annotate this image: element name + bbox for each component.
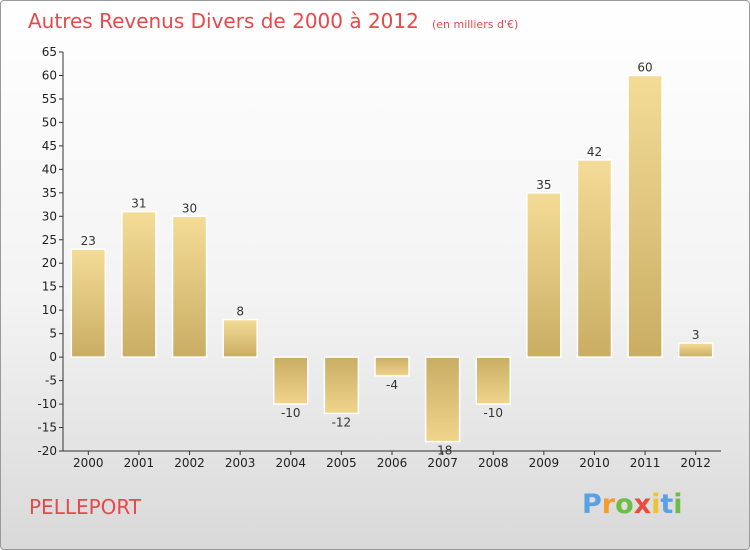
x-tick-label: 2012 [680, 456, 711, 470]
y-tick-label: 5 [49, 327, 57, 341]
y-tick-label: 40 [42, 162, 57, 176]
y-tick-label: 30 [42, 209, 57, 223]
chart-title: Autres Revenus Divers de 2000 à 2012 (en… [28, 9, 518, 33]
y-tick-label: 60 [42, 68, 57, 82]
x-tick-label: 2007 [427, 456, 458, 470]
y-tick-label: 35 [42, 186, 57, 200]
chart-title-text: Autres Revenus Divers de 2000 à 2012 [28, 9, 419, 33]
y-tick-label: -20 [37, 444, 57, 458]
x-tick-label: 2008 [478, 456, 509, 470]
bar [70, 248, 107, 358]
bar-value-label: 30 [182, 201, 197, 215]
bar-value-label: -18 [433, 444, 453, 458]
y-tick-label: 20 [42, 256, 57, 270]
bar-value-label: -10 [483, 406, 503, 420]
logo-letter: i [673, 489, 683, 520]
bar [121, 210, 157, 358]
x-tick-label: 2003 [225, 456, 256, 470]
logo-letter: x [633, 489, 652, 520]
x-tick-label: 2010 [579, 456, 610, 470]
logo-letter: t [660, 489, 674, 520]
x-tick-label: 2009 [529, 456, 560, 470]
logo-letter: i [651, 489, 661, 520]
logo-letter: o [615, 489, 634, 520]
y-tick-label: -10 [37, 397, 57, 411]
bar [526, 192, 562, 358]
logo-letter: r [601, 489, 616, 520]
y-tick-label: 15 [42, 280, 57, 294]
bar [424, 356, 461, 443]
bar [374, 356, 410, 377]
bar-value-label: 35 [536, 178, 551, 192]
bar-value-label: 42 [587, 145, 602, 159]
bar-value-label: 31 [131, 197, 146, 211]
bar-value-label: 3 [692, 328, 700, 342]
bar [323, 356, 360, 415]
bar-value-label: -4 [386, 378, 398, 392]
bar-value-label: 60 [637, 60, 652, 74]
y-tick-label: 50 [42, 115, 57, 129]
y-tick-label: 65 [42, 45, 57, 59]
x-tick-label: 2011 [630, 456, 661, 470]
bar [171, 215, 208, 358]
bar-value-label: -12 [332, 415, 352, 429]
y-tick-label: 25 [42, 233, 57, 247]
x-tick-label: 2002 [174, 456, 205, 470]
x-tick-label: 2004 [275, 456, 306, 470]
bar-value-label: 23 [81, 234, 96, 248]
y-tick-label: 0 [49, 350, 57, 364]
logo-letter: P [582, 489, 602, 520]
proxiti-logo: Proxiti [582, 489, 683, 520]
y-tick-label: 55 [42, 92, 57, 106]
bar-value-label: -10 [281, 406, 301, 420]
x-tick-label: 2001 [124, 456, 155, 470]
y-tick-label: -15 [37, 421, 57, 435]
y-tick-label: 45 [42, 139, 57, 153]
bar [627, 74, 663, 358]
bar [677, 342, 714, 358]
bar [475, 356, 511, 405]
chart-unit: (en milliers d'€) [431, 18, 519, 31]
bar [222, 318, 258, 358]
x-tick-label: 2000 [73, 456, 104, 470]
y-tick-label: 10 [42, 303, 57, 317]
commune-name: PELLEPORT [29, 495, 142, 519]
x-tick-label: 2006 [377, 456, 408, 470]
bar [273, 356, 309, 405]
x-tick-label: 2005 [326, 456, 357, 470]
bar-value-label: 8 [236, 305, 244, 319]
bar [576, 159, 613, 358]
y-tick-label: -5 [45, 374, 57, 388]
